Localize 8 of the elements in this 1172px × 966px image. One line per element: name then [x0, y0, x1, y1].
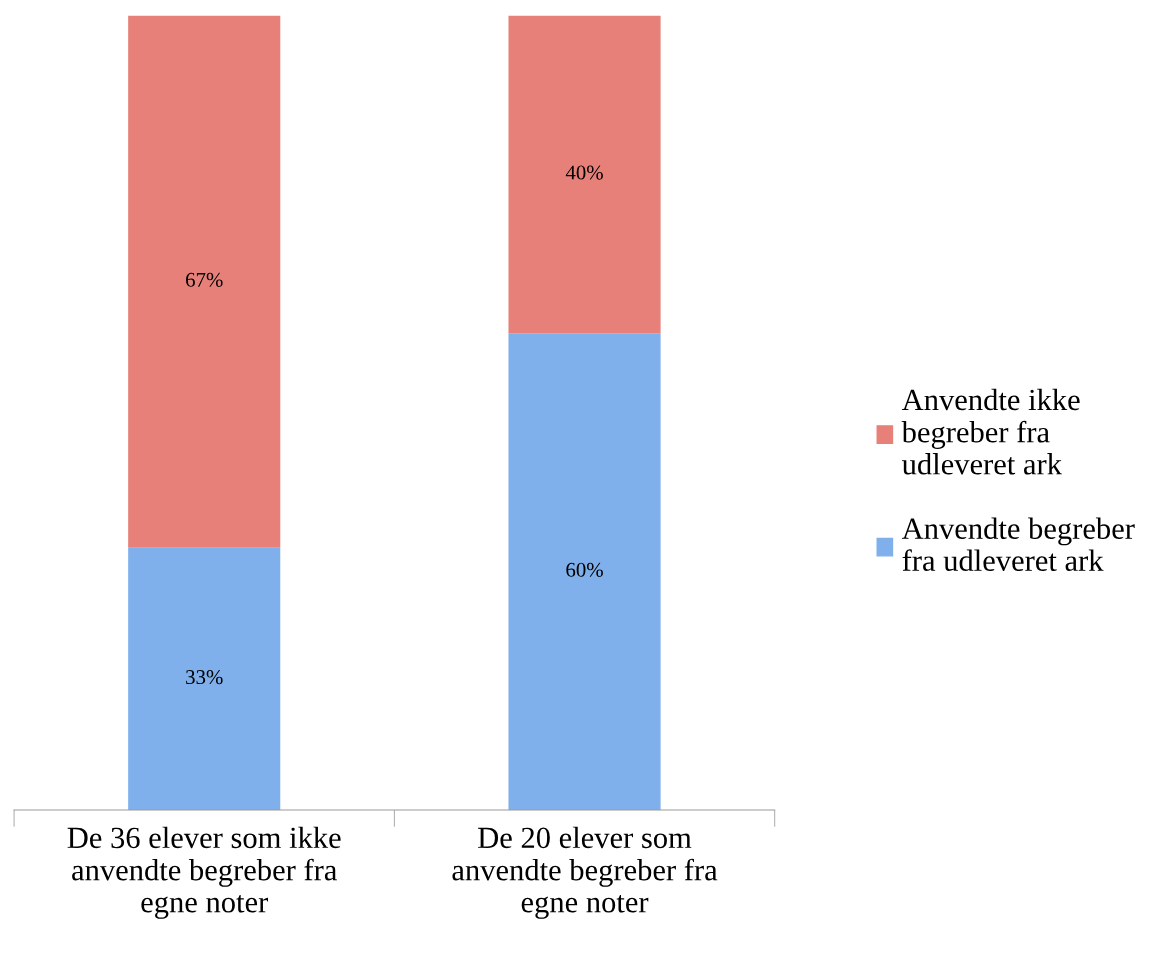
data-label: 40% — [565, 165, 603, 180]
x-tick-label: De 20 elever som anvendte begreber fra egne noter — [452, 826, 718, 919]
data-label: 60% — [566, 562, 603, 577]
legend-label: Anvendte begreber fra udleveret ark — [901, 517, 1135, 572]
legend-label: Anvendte ikke begreber fra udleveret ark — [901, 388, 1080, 475]
data-label: 67% — [186, 272, 223, 287]
data-label: 33% — [186, 670, 223, 685]
x-tick-label: De 36 elever som ikke anvendte begreber fra egne noter — [67, 826, 341, 919]
